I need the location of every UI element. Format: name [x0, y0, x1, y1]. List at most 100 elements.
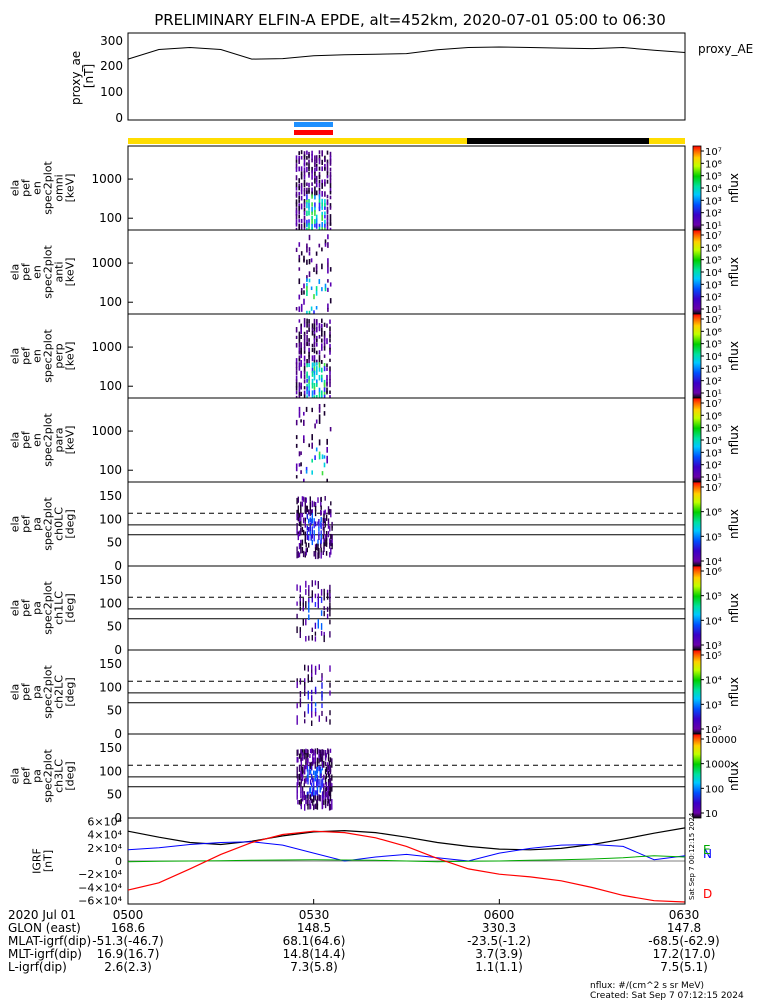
pitch-3-flux-cell: [329, 790, 332, 796]
spectrogram-1-ylabel-line: ela: [9, 264, 22, 281]
pitch-3-flux-cell: [304, 765, 306, 771]
spectrogram-1-flux-cell: [327, 262, 329, 268]
spectrogram-0-flux-cell: [318, 190, 321, 197]
pitch-0-cb-tick-label: 10⁶: [705, 508, 722, 519]
spectrogram-2-flux-cell: [298, 366, 301, 371]
spectrogram-0-flux-cell: [314, 167, 316, 173]
pitch-0-flux-cell: [296, 497, 298, 505]
spectrogram-0-flux-cell: [314, 210, 316, 216]
pitch-3-flux-cell: [319, 757, 321, 762]
pitch-0-flux-cell: [317, 497, 319, 503]
pitch-0-flux-cell: [301, 526, 304, 533]
spectrogram-0-flux-cell: [303, 215, 306, 220]
spectrogram-0-flux-cell: [303, 170, 306, 177]
pitch-3-flux-cell: [314, 761, 316, 769]
spectrogram-2-flux-cell: [329, 319, 331, 324]
spectrogram-0-flux-cell: [311, 215, 313, 221]
spectrogram-2-flux-cell: [303, 334, 306, 340]
spectrogram-2-flux-cell: [329, 370, 331, 375]
spectrogram-1-flux-cell: [308, 234, 311, 241]
spectrogram-2-flux-cell: [326, 367, 328, 371]
spectrogram-0-flux-cell: [318, 154, 321, 161]
spectrogram-0-flux-cell: [300, 218, 303, 223]
proxy-ae-ytick: 300: [100, 34, 123, 48]
pitch-1-flux-cell: [308, 605, 310, 613]
pitch-0-flux-cell: [323, 527, 325, 533]
spectrogram-0-flux-cell: [300, 155, 303, 160]
spectrogram-1-flux-cell: [306, 243, 308, 248]
pitch-3-flux-cell: [297, 800, 299, 805]
pitch-0-flux-cell: [325, 514, 328, 521]
spectrogram-2-flux-cell: [303, 370, 306, 375]
spectrogram-2-flux-cell: [300, 360, 302, 365]
pitch-0-flux-cell: [324, 496, 326, 501]
spectrogram-0-flux-cell: [308, 202, 310, 209]
pitch-0-flux-cell: [330, 533, 332, 539]
pitch-1-flux-cell: [317, 598, 319, 605]
spectrogram-2-flux-cell: [303, 318, 306, 324]
spectrogram-1-frame: [127, 229, 686, 315]
spectrogram-2-flux-cell: [295, 375, 298, 381]
pitch-2-flux-cell: [321, 691, 323, 698]
spectrogram-2-flux-cell: [306, 383, 308, 388]
spectrogram-2-ylabel-line: ela: [9, 348, 22, 365]
pitch-3-flux-cell: [331, 783, 333, 790]
spectrogram-0-flux-cell: [308, 182, 310, 188]
spectrogram-0-flux-cell: [303, 222, 306, 228]
spectrogram-1-flux-cell: [308, 310, 311, 315]
pitch-0-flux-cell: [305, 509, 307, 515]
pitch-0-flux-cell: [320, 538, 322, 544]
pitch-3-flux-cell: [319, 770, 321, 776]
pitch-3-flux-cell: [327, 786, 329, 791]
pitch-1-ylabel-line: ch1LC: [53, 591, 66, 625]
axis-row-value: 148.5: [297, 921, 331, 935]
spectrogram-2-flux-cell: [313, 334, 316, 340]
pitch-3-flux-cell: [314, 790, 316, 797]
pitch-0-flux-cell: [308, 509, 310, 515]
pitch-0-flux-cell: [300, 508, 302, 515]
pitch-0-flux-cell: [309, 506, 311, 512]
pitch-0-flux-cell: [317, 539, 319, 547]
pitch-0-flux-cell: [330, 509, 332, 514]
spectrogram-0-flux-cell: [306, 199, 308, 204]
spectrogram-0-flux-cell: [311, 202, 313, 207]
spectrogram-0-flux-cell: [329, 203, 332, 208]
spectrogram-0-flux-cell: [315, 179, 318, 183]
spectrogram-1-flux-cell: [324, 243, 327, 247]
spectrogram-2-flux-cell: [323, 338, 326, 344]
spectrogram-2-flux-cell: [318, 350, 321, 355]
spectrogram-2-flux-cell: [306, 386, 308, 391]
pitch-2-flux-cell: [325, 716, 328, 722]
pitch-1-flux-cell: [323, 635, 325, 643]
spectrogram-0-flux-cell: [326, 159, 329, 164]
pitch-2-ytick: 100: [99, 680, 122, 694]
spectrogram-2-flux-cell: [329, 379, 331, 384]
figure-title: PRELIMINARY ELFIN-A EPDE, alt=452km, 202…: [154, 11, 666, 29]
spectrogram-3-flux-cell: [300, 419, 302, 423]
proxy-ae-ytick: 200: [100, 59, 123, 73]
spectrogram-0-flux-cell: [329, 195, 332, 200]
spectrogram-0-flux-cell: [306, 223, 308, 228]
pitch-3-flux-cell: [323, 787, 325, 793]
spectrogram-2-flux-cell: [326, 338, 328, 345]
spectrogram-1-flux-cell: [306, 275, 308, 281]
spectrogram-3-cb-tick-label: 10⁴: [705, 436, 722, 447]
spectrogram-2-flux-cell: [321, 330, 323, 337]
pitch-2-flux-cell: [307, 707, 309, 714]
spectrogram-0-flux-cell: [295, 210, 298, 216]
pitch-2-flux-cell: [296, 681, 298, 689]
pitch-0-flux-cell: [329, 542, 331, 549]
spectrogram-2-flux-cell: [306, 390, 308, 395]
spectrogram-2-flux-cell: [300, 347, 302, 353]
spectrogram-1-cb-tick-label: 10⁴: [705, 268, 722, 279]
spectrogram-1-cb-tick-label: 10⁷: [705, 231, 722, 242]
proxy-ae-ytick: 0: [115, 111, 123, 125]
pitch-0-cb-tick-label: 10⁴: [705, 557, 722, 568]
axis-row-value: 2.6(2.3): [104, 960, 152, 974]
spectrogram-0-flux-cell: [298, 195, 300, 200]
pitch-0-colorbar: [692, 481, 702, 567]
proxy-ae-ylabel-line: proxy_ae: [69, 51, 83, 105]
spectrogram-2-flux-cell: [306, 395, 308, 399]
pitch-0-flux-cell: [331, 539, 333, 547]
spectrogram-1-flux-cell: [318, 243, 321, 248]
